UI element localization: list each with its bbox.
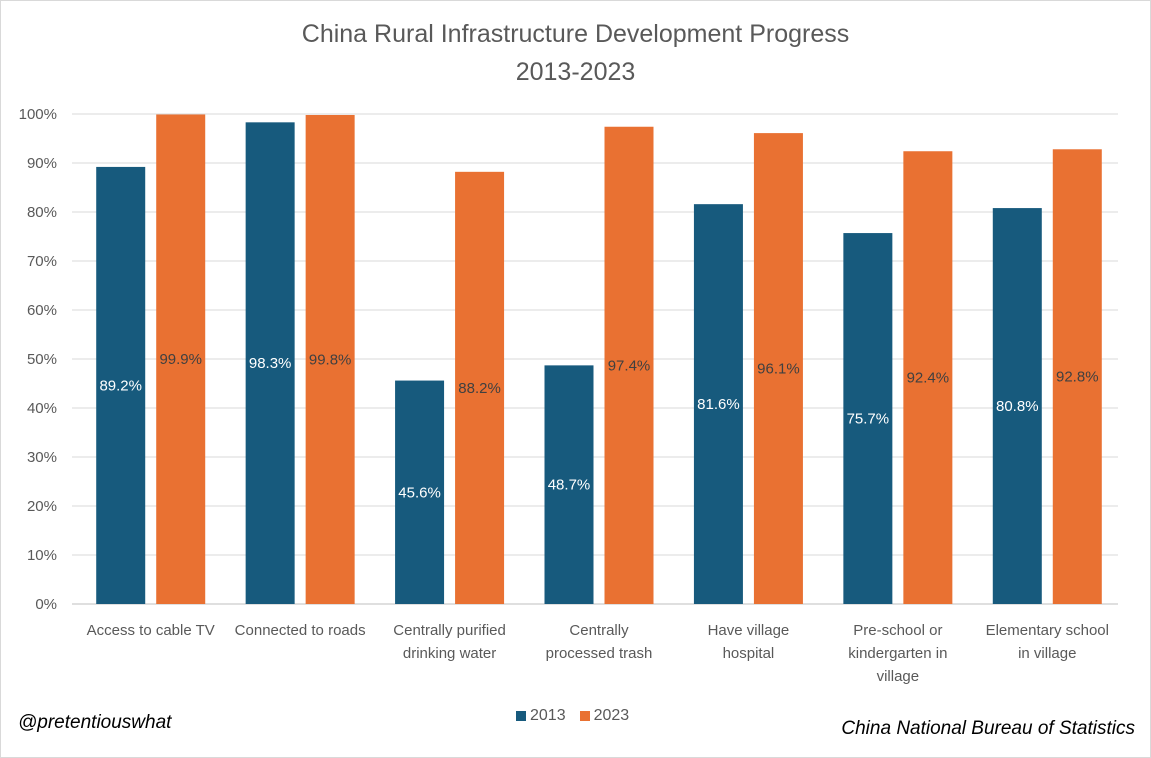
legend-item-2023: 2023 <box>579 707 630 725</box>
y-tick-label: 50% <box>27 351 57 368</box>
data-label-2013: 81.6% <box>697 396 740 413</box>
data-label-2023: 92.4% <box>907 370 950 387</box>
y-tick-label: 100% <box>19 106 57 123</box>
legend-swatch-2023 <box>579 711 590 721</box>
data-label-2023: 97.4% <box>608 357 651 374</box>
bar-2013 <box>693 204 743 604</box>
y-tick-label: 80% <box>27 204 57 221</box>
x-tick-label: Have village hospital <box>708 622 790 662</box>
bar-2013 <box>245 122 295 604</box>
bar-2023 <box>455 171 505 604</box>
bar-2023 <box>604 126 654 605</box>
chart-subtitle: 2013-2023 <box>515 58 636 86</box>
bar-2023 <box>753 133 803 605</box>
y-tick-label: 60% <box>27 302 57 319</box>
bar-2023 <box>305 114 355 604</box>
source-credit: China National Bureau of Statistics <box>841 718 1135 739</box>
data-label-2023: 99.9% <box>159 351 202 368</box>
data-label-2023: 99.8% <box>309 351 352 368</box>
bar-2023 <box>1052 149 1102 604</box>
legend-label-2023: 2023 <box>593 707 630 724</box>
x-tick-label: Centrally processed trash <box>546 622 653 662</box>
y-tick-label: 30% <box>27 449 57 466</box>
x-tick-label: Access to cable TV <box>87 622 215 639</box>
chart-title: China Rural Infrastructure Development P… <box>301 20 850 48</box>
data-label-2013: 48.7% <box>548 477 591 494</box>
bar-2013 <box>544 365 594 604</box>
y-tick-label: 20% <box>27 498 57 515</box>
x-tick-label: Pre-school or kindergarten in village <box>848 622 947 685</box>
bar-2013 <box>843 233 893 604</box>
data-label-2013: 80.8% <box>996 398 1039 415</box>
bar-2023 <box>156 114 206 605</box>
legend-swatch-2013 <box>516 711 526 721</box>
y-tick-label: 0% <box>35 596 57 613</box>
y-tick-label: 10% <box>27 547 57 564</box>
x-tick-label: Centrally purified drinking water <box>393 622 506 662</box>
data-label-2023: 96.1% <box>757 361 800 378</box>
y-tick-label: 70% <box>27 253 57 270</box>
data-label-2013: 98.3% <box>249 355 292 372</box>
data-label-2023: 88.2% <box>458 380 501 397</box>
bar-2013 <box>96 166 146 605</box>
author-credit: @pretentiouswhat <box>18 712 172 733</box>
y-tick-label: 40% <box>27 400 57 417</box>
bar-2013 <box>395 380 445 604</box>
y-tick-label: 90% <box>27 155 57 172</box>
x-tick-label: Connected to roads <box>235 622 366 639</box>
data-label-2023: 92.8% <box>1056 369 1099 386</box>
legend: 2013 2023 <box>516 706 643 726</box>
legend-label-2013: 2013 <box>530 707 566 724</box>
legend-item-2013: 2013 <box>516 707 566 725</box>
bar-2013 <box>992 208 1042 604</box>
data-label-2013: 45.6% <box>398 484 441 501</box>
x-tick-label: Elementary school in village <box>986 622 1109 662</box>
bar-2023 <box>903 151 953 605</box>
data-label-2013: 75.7% <box>847 411 890 428</box>
data-label-2013: 89.2% <box>99 377 142 394</box>
